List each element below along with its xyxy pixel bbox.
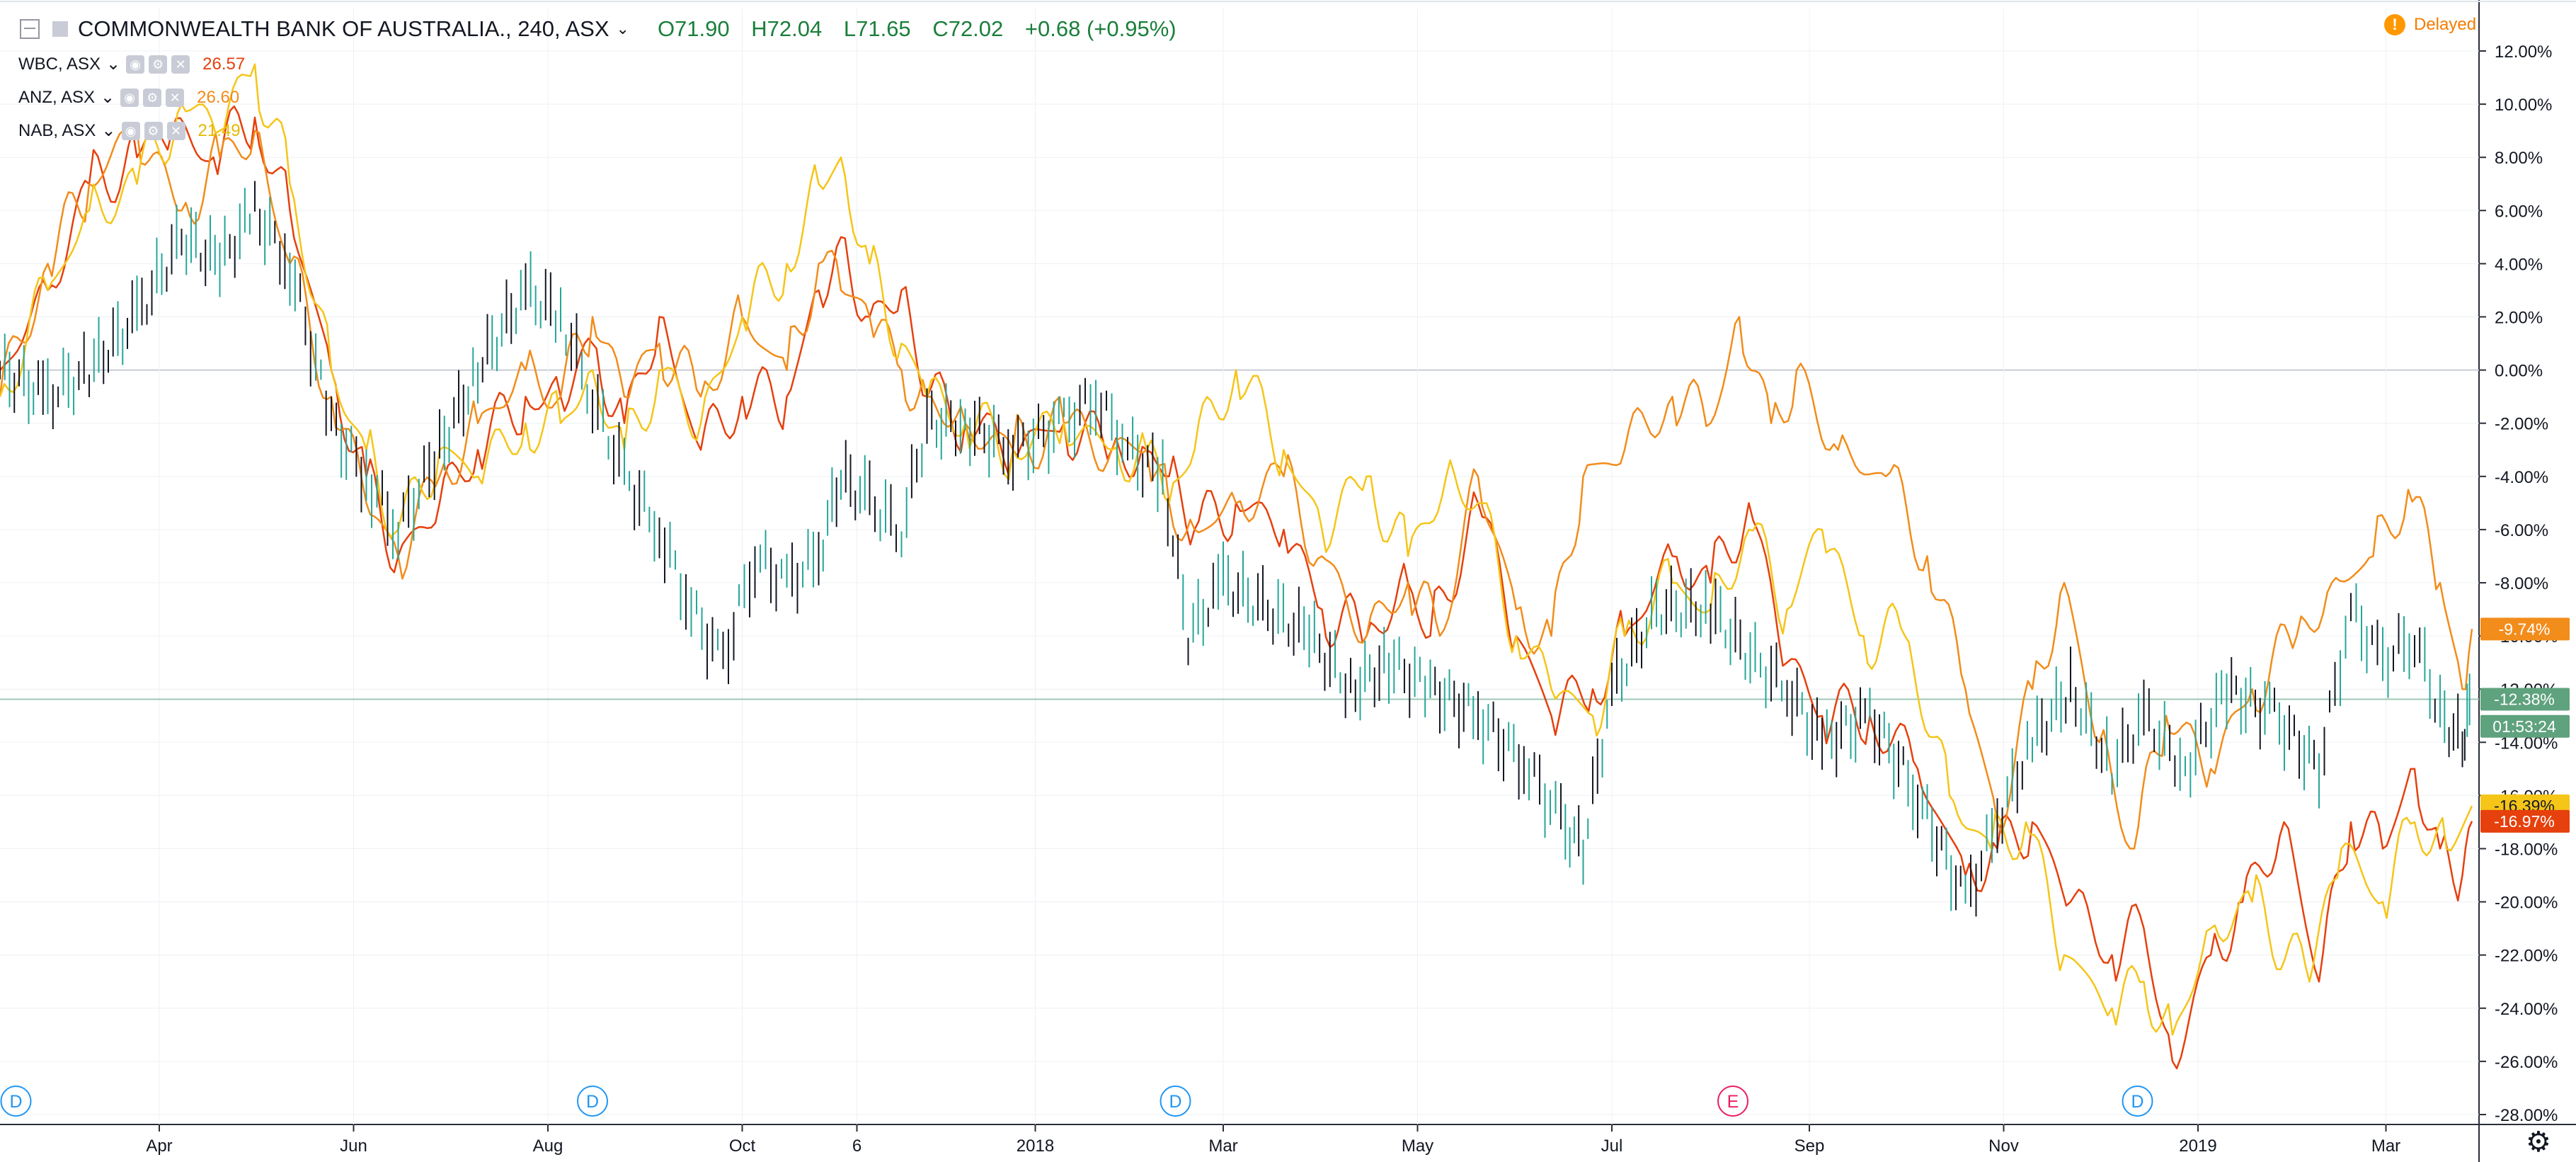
event-marker-label: D (2131, 1092, 2143, 1112)
delayed-label: Delayed (2414, 15, 2477, 34)
symbol-title[interactable]: COMMONWEALTH BANK OF AUSTRALIA., 240, AS… (78, 16, 609, 41)
close-icon[interactable]: ✕ (171, 55, 190, 74)
x-tick-label: 2019 (2179, 1137, 2216, 1156)
legend-name: WBC, ASX (18, 54, 101, 74)
x-tick-label: May (1402, 1137, 1433, 1156)
legend-name: ANZ, ASX (18, 87, 96, 107)
x-tick-label: Jun (340, 1137, 367, 1156)
ohlc-values: O71.90 H72.04 L71.65 C72.02 +0.68 (+0.95… (658, 16, 1192, 42)
change-value: +0.68 (+0.95%) (1024, 16, 1177, 41)
gear-icon[interactable]: ⚙ (144, 121, 163, 140)
series-line-nab (0, 63, 2473, 1036)
x-tick-label: Nov (1988, 1137, 2019, 1156)
x-tick-label: Sep (1794, 1137, 1825, 1156)
settings-gear-icon[interactable]: ⚙ (2526, 1127, 2551, 1158)
event-marker (2122, 1086, 2153, 1117)
series-line-wbc (0, 105, 2473, 1070)
event-marker-label: D (9, 1092, 22, 1112)
legend-name: NAB, ASX (18, 120, 96, 140)
series-icon (52, 21, 68, 37)
y-tick-label: -18.00% (2495, 841, 2558, 860)
y-tick-label: -28.00% (2495, 1106, 2558, 1125)
low-value: L71.65 (843, 16, 911, 41)
last-value-badge (2480, 714, 2570, 738)
eye-icon[interactable]: ◉ (126, 55, 145, 74)
y-tick-label: -20.00% (2495, 894, 2558, 913)
warning-icon: ! (2384, 14, 2405, 35)
gear-icon[interactable]: ⚙ (149, 55, 168, 74)
high-value: H72.04 (751, 16, 823, 41)
eye-icon[interactable]: ◉ (120, 88, 139, 107)
last-value-badge (2480, 617, 2570, 641)
y-tick-label: 6.00% (2495, 202, 2543, 221)
chevron-down-icon[interactable]: ⌄ (616, 20, 629, 38)
y-tick-label: -22.00% (2495, 947, 2558, 966)
event-marker-label: D (1169, 1092, 1181, 1112)
y-tick-label: -24.00% (2495, 1000, 2558, 1019)
event-marker (1160, 1086, 1191, 1117)
chart-series (0, 63, 2473, 1070)
y-tick-label: 10.00% (2495, 96, 2552, 115)
price-axis: 12.00% 10.00% 8.00% 6.00% 4.00% 2.00% 0.00% -2.… (2479, 42, 2558, 1125)
x-tick-label: Mar (2371, 1137, 2400, 1156)
legend-value: 26.57 (202, 54, 246, 74)
series-line-anz (0, 129, 2473, 850)
symbol-header: COMMONWEALTH BANK OF AUSTRALIA., 240, AS… (0, 11, 1192, 47)
last-value-text: 01:53:24 (2492, 717, 2556, 736)
legend-value: 26.60 (197, 87, 240, 107)
x-tick-label: Apr (146, 1137, 172, 1156)
event-marker (1717, 1086, 1748, 1117)
x-tick-label: Oct (729, 1137, 756, 1156)
x-tick-label: Mar (1208, 1137, 1237, 1156)
y-tick-label: 2.00% (2495, 309, 2543, 328)
y-tick-label: 4.00% (2495, 255, 2543, 274)
eye-icon[interactable]: ◉ (121, 121, 140, 140)
y-tick-label: -26.00% (2495, 1053, 2558, 1072)
x-tick-label: 6 (852, 1137, 861, 1156)
y-tick-label: 0.00% (2495, 362, 2543, 381)
chevron-down-icon[interactable]: ⌄ (101, 121, 116, 140)
last-value-text: -9.74% (2499, 620, 2551, 638)
gear-icon[interactable]: ⚙ (143, 88, 162, 107)
close-icon[interactable]: ✕ (166, 121, 185, 140)
last-value-text: -12.38% (2494, 690, 2555, 708)
y-tick-label: -8.00% (2495, 574, 2548, 593)
event-marker-label: E (1727, 1092, 1739, 1112)
last-value-badge (2480, 688, 2570, 711)
legend-wbc[interactable]: WBC, ASX ⌄ ◉ ⚙ ✕ 26.57 (18, 54, 245, 74)
x-tick-label: Aug (533, 1137, 563, 1156)
legend-nab[interactable]: NAB, ASX ⌄ ◉ ⚙ ✕ 21.49 (18, 120, 241, 141)
event-marker-label: D (586, 1092, 599, 1112)
y-tick-label: 8.00% (2495, 149, 2543, 168)
event-marker (0, 1086, 32, 1117)
chevron-down-icon[interactable]: ⌄ (101, 88, 115, 107)
event-marker (577, 1086, 608, 1117)
y-tick-label: -6.00% (2495, 521, 2548, 540)
y-tick-label: -2.00% (2495, 415, 2548, 434)
y-tick-label: 12.00% (2495, 42, 2552, 62)
delayed-badge[interactable]: ! Delayed (2384, 14, 2476, 35)
legend-value: 21.49 (198, 120, 241, 140)
last-value-labels: -9.74%-12.38%01:53:24-16.39%-16.97% (2480, 617, 2570, 833)
close-value: C72.02 (932, 16, 1004, 41)
x-tick-label: Jul (1601, 1137, 1623, 1156)
last-value-badge (2480, 809, 2570, 833)
legend-anz[interactable]: ANZ, ASX ⌄ ◉ ⚙ ✕ 26.60 (18, 87, 239, 108)
open-value: O71.90 (657, 16, 730, 41)
last-value-text: -16.97% (2494, 812, 2555, 831)
y-tick-label: -4.00% (2495, 468, 2548, 487)
time-axis: Apr Jun Aug Oct 6 2018 Mar May Jul Sep Nov 2019 Mar (146, 1124, 2400, 1156)
collapse-icon[interactable] (20, 19, 40, 39)
close-icon[interactable]: ✕ (166, 88, 185, 107)
x-tick-label: 2018 (1017, 1137, 1054, 1156)
chevron-down-icon[interactable]: ⌄ (106, 55, 121, 74)
